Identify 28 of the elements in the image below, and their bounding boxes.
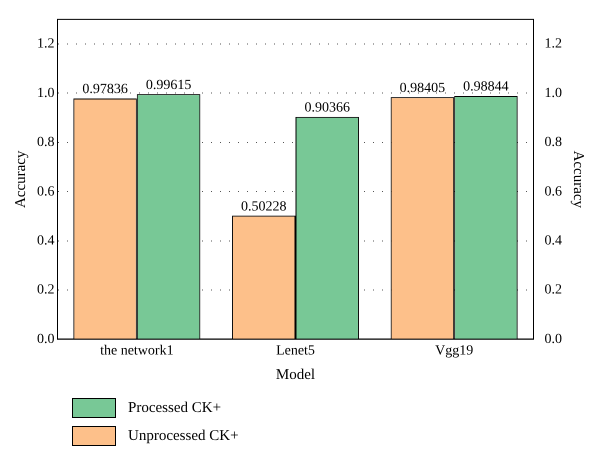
y2-tick-label: 1.0 [544, 86, 562, 101]
data-label: 0.99615 [146, 78, 192, 93]
y2-tick-label: 1.2 [544, 36, 562, 52]
legend-label: Unprocessed CK+ [128, 428, 239, 444]
y2-tick-label: 0.2 [544, 282, 562, 298]
data-label: 0.98405 [400, 80, 446, 96]
y-tick-label: 0.4 [37, 233, 54, 248]
y-tick-label: 0.8 [37, 135, 54, 150]
y-tick-label: 0.0 [37, 332, 54, 347]
x-tick-label: Vgg19 [435, 343, 474, 358]
y-tick-label: 1.0 [37, 86, 54, 101]
data-label: 0.50228 [241, 199, 287, 214]
legend-label: Processed CK+ [128, 400, 222, 416]
y-axis-title: Accuracy [12, 150, 29, 208]
data-label: 0.98844 [463, 80, 509, 95]
x-tick-label: Lenet5 [276, 343, 315, 358]
x-axis-title: Model [276, 366, 316, 383]
data-label: 0.97836 [82, 82, 128, 98]
y-tick-label: 0.2 [37, 282, 54, 298]
y2-axis-title: Accuracy [570, 150, 586, 209]
y-tick-label: 1.2 [37, 36, 54, 52]
y2-tick-label: 0.4 [544, 233, 562, 248]
y2-tick-label: 0.8 [544, 135, 562, 150]
y2-tick-label: 0.6 [544, 184, 562, 200]
data-label: 0.90366 [304, 100, 350, 116]
x-tick-label: the network1 [100, 343, 174, 358]
y2-tick-label: 0.0 [544, 332, 562, 347]
y-tick-label: 0.6 [37, 184, 54, 200]
